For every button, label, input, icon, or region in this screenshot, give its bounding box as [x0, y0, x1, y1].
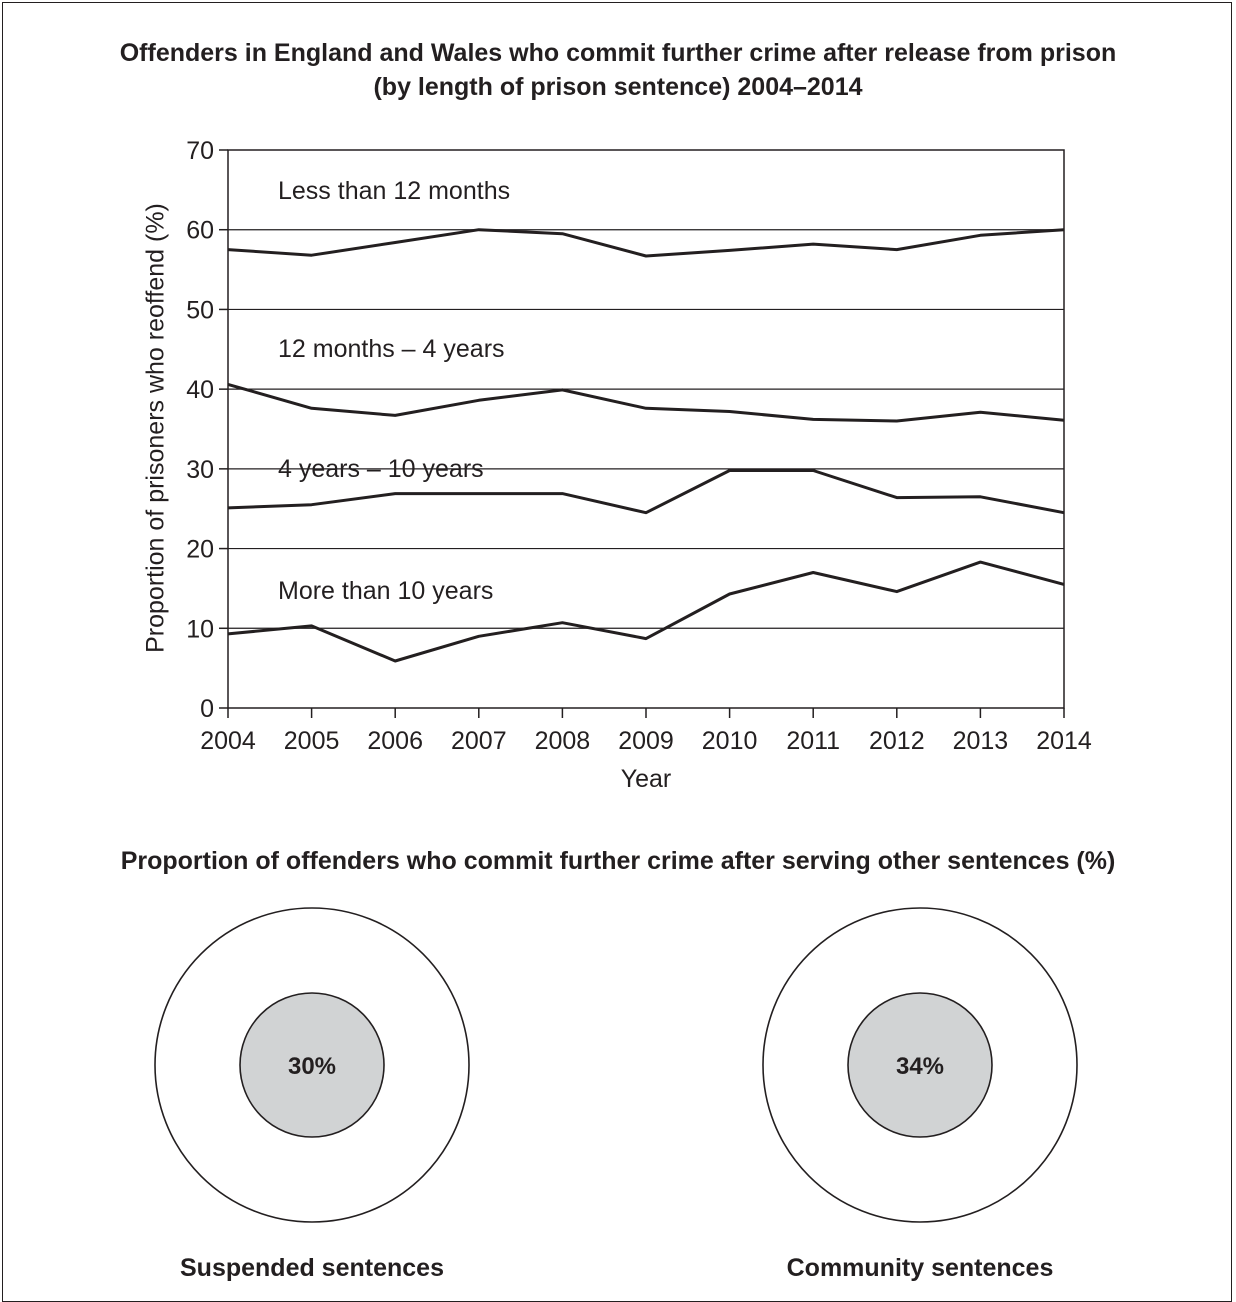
y-tick-label: 30 — [186, 456, 214, 484]
series-label-2: 12 months – 4 years — [278, 335, 505, 363]
sentence-circles: 30% Suspended sentences 34% Community sente… — [154, 907, 1078, 1282]
series-lines — [227, 228, 1065, 663]
x-tick-label: 2006 — [367, 727, 423, 755]
axis-ticks: 0 10 20 30 40 50 60 70 2004 2005 2006 2007 2008 2009 2… — [186, 137, 1092, 755]
circle-caption-2: Community sentences — [787, 1254, 1054, 1282]
x-tick-label: 2005 — [284, 727, 340, 755]
percentage-label-2: 34% — [896, 1053, 944, 1080]
chart-title: Offenders in England and Wales who commi… — [0, 36, 1236, 104]
x-tick-label: 2013 — [953, 727, 1009, 755]
x-tick-label: 2008 — [535, 727, 591, 755]
x-tick-label: 2010 — [702, 727, 758, 755]
chart-title-line-1: Offenders in England and Wales who commi… — [119, 39, 1117, 67]
series-line-3 — [227, 469, 1065, 515]
circle-caption-1: Suspended sentences — [180, 1254, 444, 1282]
series-label-4: More than 10 years — [278, 577, 493, 605]
y-tick-label: 10 — [186, 615, 214, 643]
percentage-label-1: 30% — [288, 1053, 336, 1080]
inner-circle-1 — [239, 992, 385, 1138]
series-labels: Less than 12 months 12 months – 4 years 4 … — [278, 177, 510, 605]
circles-title: Proportion of offenders who commit furth… — [120, 847, 1116, 875]
y-tick-label: 70 — [186, 137, 214, 165]
x-axis-label: Year — [621, 765, 672, 793]
y-tick-label: 20 — [186, 536, 214, 564]
series-line-1 — [227, 228, 1065, 258]
x-tick-label: 2012 — [869, 727, 925, 755]
series-line-2 — [227, 382, 1065, 423]
series-label-3: 4 years – 10 years — [278, 455, 484, 483]
line-chart: 0 10 20 30 40 50 60 70 2004 2005 2006 2007 2008 2009 2… — [142, 137, 1092, 793]
y-tick-label: 40 — [186, 376, 214, 404]
series-line-4 — [227, 560, 1065, 663]
x-tick-label: 2009 — [618, 727, 674, 755]
x-tick-label: 2011 — [786, 727, 840, 755]
y-tick-label: 60 — [186, 217, 214, 245]
y-axis-label: Proportion of prisoners who reoffend (%) — [142, 203, 170, 653]
inner-circle-2 — [847, 992, 993, 1138]
chart-title-line-2: (by length of prison sentence) 2004–2014 — [373, 73, 863, 101]
plot-frame — [227, 149, 1065, 709]
x-tick-label: 2014 — [1036, 727, 1092, 755]
gridlines — [228, 229, 1064, 629]
y-tick-label: 50 — [186, 296, 214, 324]
y-tick-label: 0 — [200, 695, 214, 723]
x-tick-label: 2007 — [451, 727, 507, 755]
series-label-1: Less than 12 months — [278, 177, 510, 205]
x-tick-label: 2004 — [200, 727, 256, 755]
